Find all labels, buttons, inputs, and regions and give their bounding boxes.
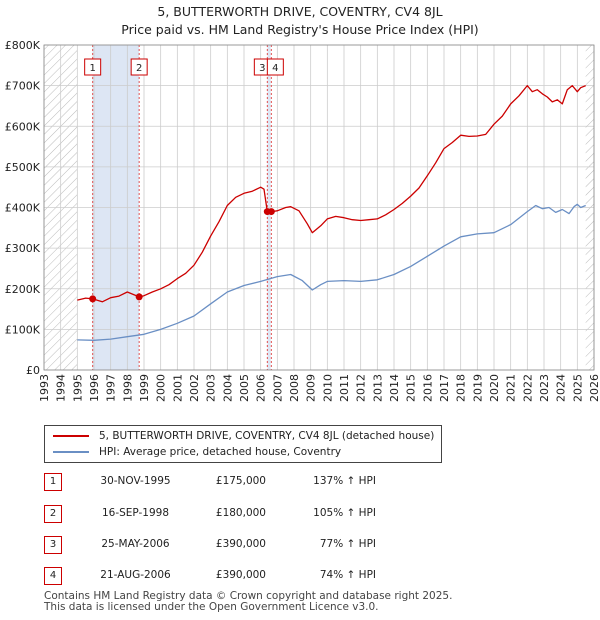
x-tick-label: 2014: [388, 374, 401, 402]
x-tick-label: 2001: [171, 374, 184, 402]
x-tick-label: 2022: [521, 374, 534, 402]
x-tick-label: 2008: [288, 374, 301, 402]
legend-swatch-property: [53, 435, 89, 437]
y-tick-label: £500K: [5, 161, 41, 174]
x-tick-label: 1996: [88, 374, 101, 402]
sale-label: 2: [136, 63, 142, 74]
x-tick-label: 2021: [505, 374, 518, 402]
sales-table-row: 3 25-MAY-2006 £390,000 77% ↑ HPI: [44, 536, 464, 556]
x-tick-label: 1993: [38, 374, 51, 402]
sale-point: [89, 295, 97, 303]
y-tick-label: £0: [26, 364, 40, 377]
x-tick-label: 2004: [221, 374, 234, 402]
y-tick-label: £300K: [5, 242, 41, 255]
x-tick-label: 2026: [588, 374, 600, 402]
sales-table-row: 4 21-AUG-2006 £390,000 74% ↑ HPI: [44, 567, 464, 587]
sale-price: £175,000: [215, 475, 266, 487]
chart-subtitle: Price paid vs. HM Land Registry's House …: [121, 22, 479, 37]
x-tick-label: 2019: [471, 374, 484, 402]
footer-license: This data is licensed under the Open Gov…: [44, 601, 379, 613]
x-tick-label: 2015: [405, 374, 418, 402]
legend-swatch-hpi: [53, 451, 89, 453]
sale-label-box: [130, 58, 148, 76]
x-tick-label: 1999: [138, 374, 151, 402]
x-tick-label: 2010: [321, 374, 334, 402]
chart-title: 5, BUTTERWORTH DRIVE, COVENTRY, CV4 8JL: [157, 4, 443, 19]
sale-label-box: [266, 58, 284, 76]
x-tick-label: 2002: [188, 374, 201, 402]
sales-table-row: 2 16-SEP-1998 £180,000 105% ↑ HPI: [44, 505, 464, 525]
legend: 5, BUTTERWORTH DRIVE, COVENTRY, CV4 8JL …: [44, 425, 442, 463]
x-tick-label: 2024: [555, 374, 568, 402]
sale-label: 4: [272, 63, 278, 74]
x-tick-label: 2000: [155, 374, 168, 402]
sale-hpi-change: 77% ↑ HPI: [319, 538, 376, 550]
sale-point: [267, 208, 275, 216]
sale-price: £390,000: [215, 569, 266, 581]
x-tick-label: 2013: [371, 374, 384, 402]
footer-copyright: Contains HM Land Registry data © Crown c…: [44, 590, 453, 602]
sale-date: 30-NOV-1995: [100, 475, 171, 487]
x-tick-label: 1995: [71, 374, 84, 402]
sale-date: 21-AUG-2006: [100, 569, 171, 581]
x-tick-label: 1994: [55, 374, 68, 402]
sale-label: 3: [259, 63, 265, 74]
sale-date: 16-SEP-1998: [101, 507, 170, 519]
sale-marker-badge: 2: [44, 505, 62, 523]
legend-item-hpi: HPI: Average price, detached house, Cove…: [53, 444, 341, 460]
x-tick-label: 2003: [205, 374, 218, 402]
sale-price: £390,000: [215, 538, 266, 550]
sale-marker-badge: 1: [44, 473, 62, 491]
plot-border: [43, 44, 595, 371]
legend-label-property: 5, BUTTERWORTH DRIVE, COVENTRY, CV4 8JL …: [99, 430, 435, 442]
sale-label: 1: [89, 63, 95, 74]
x-tick-label: 1998: [121, 374, 134, 402]
price-chart: 1 2 3 4 £0 £100K £200K £300K £400K £500K £600K £700…: [5, 39, 600, 402]
sale-hpi-change: 74% ↑ HPI: [319, 569, 376, 581]
x-tick-label: 2009: [305, 374, 318, 402]
sale-hpi-change: 137% ↑ HPI: [313, 475, 376, 487]
x-tick-label: 2023: [538, 374, 551, 402]
sales-table-row: 1 30-NOV-1995 £175,000 137% ↑ HPI: [44, 473, 464, 493]
x-tick-label: 2017: [438, 374, 451, 402]
x-tick-label: 2007: [271, 374, 284, 402]
property-price-line: [77, 84, 586, 303]
y-tick-label: £800K: [5, 39, 41, 52]
x-tick-label: 2025: [571, 374, 584, 402]
x-tick-label: 2006: [255, 374, 268, 402]
x-tick-label: 2018: [455, 374, 468, 402]
sale-marker-badge: 3: [44, 536, 62, 554]
y-tick-label: £100K: [5, 323, 41, 336]
sale-marker-badge: 4: [44, 567, 62, 585]
x-tick-label: 2020: [488, 374, 501, 402]
y-tick-label: £400K: [5, 202, 41, 215]
hpi-line: [77, 203, 586, 341]
y-tick-label: £600K: [5, 120, 41, 133]
sale-label-box: [84, 58, 102, 76]
x-tick-label: 2011: [338, 374, 351, 402]
legend-label-hpi: HPI: Average price, detached house, Cove…: [99, 446, 342, 458]
legend-item-property: 5, BUTTERWORTH DRIVE, COVENTRY, CV4 8JL …: [53, 428, 434, 444]
x-tick-label: 2012: [355, 374, 368, 402]
x-tick-label: 2016: [421, 374, 434, 402]
x-tick-label: 1997: [105, 374, 118, 402]
sale-date: 25-MAY-2006: [101, 538, 170, 550]
sale-price: £180,000: [215, 507, 266, 519]
y-tick-label: £700K: [5, 80, 41, 93]
x-tick-label: 2005: [238, 374, 251, 402]
y-tick-label: £200K: [5, 283, 41, 296]
sale-point: [135, 293, 143, 301]
sale-hpi-change: 105% ↑ HPI: [313, 507, 376, 519]
